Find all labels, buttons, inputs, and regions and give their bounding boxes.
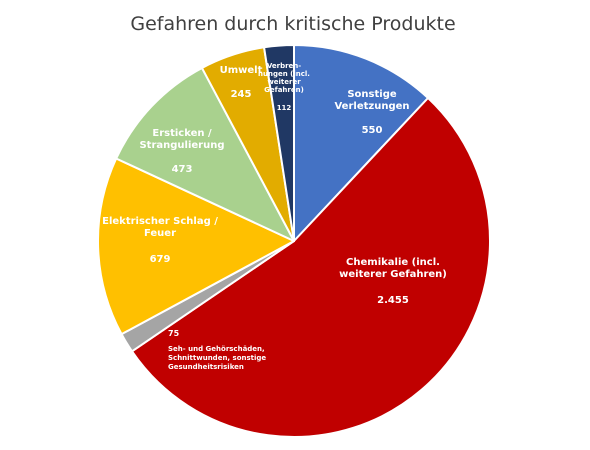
slice-value-label: 112	[277, 104, 292, 112]
slice-label: Umwelt 245	[220, 65, 263, 100]
pie-slices	[97, 44, 491, 438]
slice-name-label: Ersticken /	[152, 128, 212, 139]
slice-value-label: 679	[150, 254, 171, 265]
slice-name-label: weiterer Gefahren)	[339, 269, 447, 280]
slice-name-label: Umwelt	[220, 65, 263, 76]
slice-name-label: Gesundheitsrisiken	[168, 363, 244, 371]
pie-slice	[115, 66, 295, 242]
slice-name-label: Verbren-	[267, 62, 301, 70]
slice-name-label: nungen (incl.	[258, 70, 310, 78]
slice-name-label: Gefahren)	[264, 86, 304, 94]
chart-title: Gefahren durch kritische Produkte	[130, 13, 455, 35]
slice-name-label: Schnittwunden, sonstige	[168, 354, 266, 362]
slice-name-label: Strangulierung	[139, 140, 224, 151]
slice-name-label: Seh- und Gehörschäden,	[168, 345, 265, 353]
slice-value-label: 473	[172, 164, 193, 175]
slice-value-label: 75	[168, 329, 180, 338]
slice-label: 75 Seh- und Gehörschäden,Schnittwunden, s…	[168, 329, 266, 371]
pie-slice	[97, 157, 295, 336]
pie-slice	[293, 44, 430, 242]
slice-name-label: Chemikalie (incl.	[346, 257, 440, 268]
slice-label: Chemikalie (incl.weiterer Gefahren) 2.455	[339, 257, 447, 306]
slice-name-label: weiterer	[267, 78, 301, 86]
slice-value-label: 550	[362, 125, 383, 136]
pie-slice	[263, 44, 295, 242]
slice-name-label: Sonstige	[347, 89, 397, 100]
slice-value-label: 245	[231, 89, 252, 100]
slice-label: Elektrischer Schlag /Feuer 679	[102, 216, 218, 265]
slice-label: Ersticken /Strangulierung 473	[139, 128, 224, 175]
slice-name-label: Feuer	[144, 228, 176, 239]
pie-slice	[131, 97, 491, 438]
slice-value-label: 2.455	[377, 295, 409, 306]
slice-name-label: Verletzungen	[334, 101, 409, 112]
slice-name-label: Elektrischer Schlag /	[102, 216, 218, 227]
